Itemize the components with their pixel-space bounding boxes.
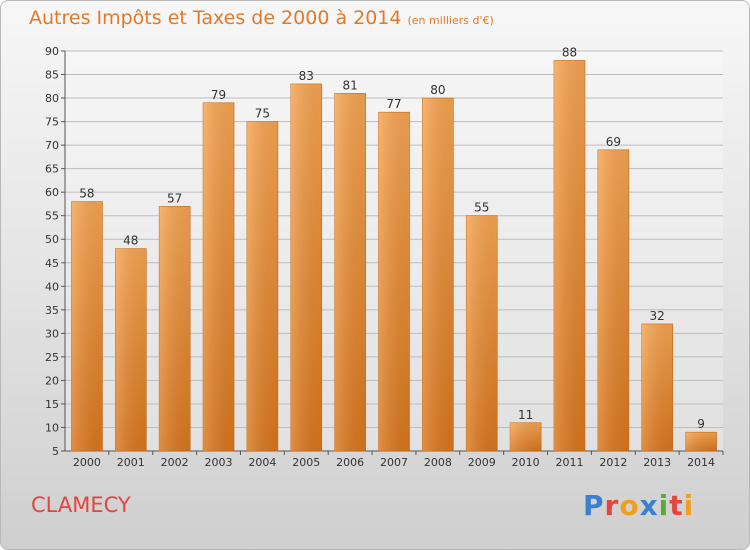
y-tick-label: 5	[52, 445, 59, 458]
bar-shade	[71, 201, 103, 451]
data-label: 83	[299, 69, 314, 83]
brand-letter: P	[583, 489, 605, 522]
data-label: 11	[518, 408, 533, 422]
y-tick-label: 55	[45, 210, 59, 223]
bar-shade	[334, 93, 366, 452]
y-tick-label: 20	[45, 374, 59, 387]
chart-title-text: Autres Impôts et Taxes de 2000 à 2014	[29, 7, 402, 29]
data-label: 69	[606, 135, 621, 149]
y-tick-label: 35	[45, 304, 59, 317]
bar-shade	[466, 215, 498, 451]
x-tick-label: 2006	[336, 456, 364, 469]
y-tick-label: 90	[45, 45, 59, 58]
data-label: 55	[474, 201, 489, 215]
x-tick-label: 2003	[205, 456, 233, 469]
x-tick-label: 2008	[424, 456, 452, 469]
y-tick-label: 10	[45, 421, 59, 434]
brand-letter: i	[658, 489, 670, 522]
x-tick-label: 2001	[117, 456, 145, 469]
y-tick-label: 70	[45, 139, 59, 152]
bar-shade	[246, 121, 278, 452]
data-label: 80	[430, 83, 445, 97]
x-tick-label: 2005	[292, 456, 320, 469]
x-tick-label: 2009	[468, 456, 496, 469]
bar-shade	[597, 149, 629, 451]
bars	[71, 60, 717, 452]
chart-unit: (en milliers d'€)	[407, 14, 494, 27]
chart-title: Autres Impôts et Taxes de 2000 à 2014 (en…	[29, 7, 494, 29]
y-tick-label: 45	[45, 257, 59, 270]
x-tick-label: 2014	[687, 456, 715, 469]
brand-letter: t	[669, 489, 684, 522]
y-tick-label: 80	[45, 92, 59, 105]
data-label: 48	[123, 234, 138, 248]
brand-letter: i	[683, 489, 695, 522]
x-tick-label: 2013	[643, 456, 671, 469]
bar-shade	[422, 98, 454, 451]
x-tick-label: 2002	[161, 456, 189, 469]
y-tick-label: 50	[45, 233, 59, 246]
brand-letter: x	[639, 489, 659, 522]
bar-shade	[378, 112, 410, 452]
brand-letter: r	[604, 489, 620, 522]
bar-shade	[115, 248, 147, 451]
y-tick-label: 15	[45, 398, 59, 411]
data-label: 88	[562, 45, 577, 59]
y-tick-label: 75	[45, 116, 59, 129]
bar-shade	[510, 422, 542, 451]
brand-logo: Proxiti	[583, 489, 694, 522]
x-tick-label: 2007	[380, 456, 408, 469]
y-tick-label: 40	[45, 280, 59, 293]
brand-letter: o	[619, 489, 640, 522]
y-tick-label: 25	[45, 351, 59, 364]
x-tick-label: 2012	[599, 456, 627, 469]
x-tick-label: 2000	[73, 456, 101, 469]
city-name: CLAMECY	[31, 493, 131, 517]
data-label: 58	[79, 187, 94, 201]
data-label: 75	[255, 107, 270, 121]
data-label: 9	[697, 417, 705, 431]
data-label: 32	[650, 309, 665, 323]
data-label: 81	[342, 78, 357, 92]
bar-shade	[203, 102, 235, 451]
y-tick-label: 60	[45, 186, 59, 199]
data-label: 77	[386, 97, 401, 111]
data-label: 57	[167, 191, 182, 205]
bar-chart: 5 10 15 20 25 30 35 40 45 50 55 60 65 70 75 80 85 90 2000 2…	[45, 45, 724, 469]
y-tick-label: 85	[45, 69, 59, 82]
bar-shade	[685, 432, 717, 451]
bar-shade	[641, 323, 673, 451]
x-tick-label: 2004	[248, 456, 276, 469]
y-tick-label: 30	[45, 327, 59, 340]
x-tick-label: 2010	[512, 456, 540, 469]
bar-shade	[290, 83, 322, 452]
bar-shade	[159, 206, 191, 451]
x-tick-label: 2011	[555, 456, 583, 469]
y-tick-label: 65	[45, 163, 59, 176]
data-label: 79	[211, 88, 226, 102]
bar-shade	[553, 60, 585, 451]
data-labels: 58 48 57 79 75 83 81 77 80 55 11 88 69 32 9	[79, 45, 705, 431]
